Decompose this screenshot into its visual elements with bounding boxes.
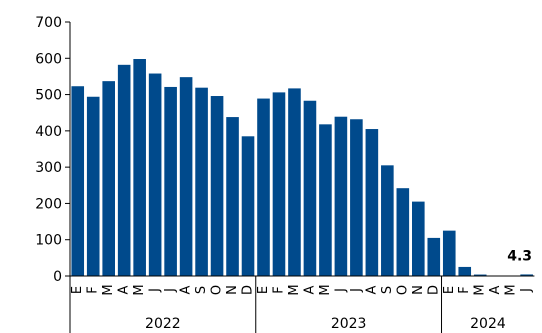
bar [520, 274, 533, 276]
x-tick-label: J [163, 288, 178, 293]
x-tick-label: D [241, 285, 256, 295]
x-tick-label: A [302, 285, 317, 294]
x-tick-label: E [442, 286, 457, 294]
bar [381, 165, 394, 276]
bar [319, 124, 332, 276]
bar [303, 100, 317, 277]
x-tick-label: M [318, 284, 333, 295]
bar [210, 96, 224, 277]
x-tick-label: A [488, 285, 503, 294]
x-tick-label: M [473, 284, 488, 295]
bar [396, 188, 410, 276]
y-tick-label: 700 [35, 15, 62, 31]
bar [179, 77, 193, 277]
x-tick-label: E [70, 286, 85, 294]
x-tick-label: J [148, 288, 163, 293]
x-tick-label: N [225, 285, 240, 295]
bar [427, 237, 441, 276]
x-tick-label: J [519, 288, 534, 293]
x-tick-label: E [256, 286, 271, 294]
bar [226, 117, 239, 276]
y-tick-label: 200 [35, 196, 62, 212]
bar [117, 64, 131, 276]
bar [288, 88, 301, 277]
bar [412, 201, 425, 276]
x-tick-label: M [101, 284, 116, 295]
bar [164, 86, 177, 276]
bar [334, 116, 348, 277]
bar [350, 119, 363, 276]
bar [71, 86, 85, 276]
y-tick-label: 600 [35, 51, 62, 67]
bar [473, 274, 487, 276]
bar [458, 266, 472, 276]
x-tick-label: M [287, 284, 302, 295]
bar [365, 129, 379, 276]
bars [71, 59, 533, 277]
x-tick-label: J [333, 288, 348, 293]
x-tick-label: O [210, 285, 225, 295]
x-tick-label: A [364, 285, 379, 294]
bar [133, 59, 146, 277]
x-tick-label: M [132, 284, 147, 295]
y-tick-label: 500 [35, 88, 62, 104]
x-tick-label: D [426, 285, 441, 295]
bar [257, 98, 270, 276]
bar [195, 87, 208, 277]
bar [148, 73, 162, 276]
y-tick-label: 0 [53, 269, 62, 285]
value-annotation: 4.3 [507, 248, 532, 264]
annotations: 4.3 [507, 248, 532, 264]
x-tick-label: S [380, 286, 395, 294]
x-tick-label: F [271, 286, 286, 293]
bar [442, 230, 456, 276]
bar [86, 96, 100, 276]
year-label: 2024 [470, 316, 506, 332]
x-tick-label: S [194, 286, 209, 294]
y-tick-label: 400 [35, 124, 62, 140]
x-tick-label: A [179, 285, 194, 294]
y-tick-label: 100 [35, 233, 62, 249]
x-tick-label: O [395, 285, 410, 295]
bar [102, 81, 115, 277]
bar [241, 136, 255, 276]
y-axis: 0 100 200 300 400 500 600 700 [35, 15, 71, 285]
x-tick-label: M [504, 284, 519, 295]
x-tick-label: A [117, 285, 132, 294]
bar [272, 92, 286, 276]
x-tick-label: J [349, 288, 364, 293]
x-tick-label: N [411, 285, 426, 295]
x-tick-label: F [86, 286, 101, 293]
year-label: 2022 [145, 316, 181, 332]
y-tick-label: 300 [35, 160, 62, 176]
x-tick-label: F [457, 286, 472, 293]
year-label: 2023 [331, 316, 367, 332]
